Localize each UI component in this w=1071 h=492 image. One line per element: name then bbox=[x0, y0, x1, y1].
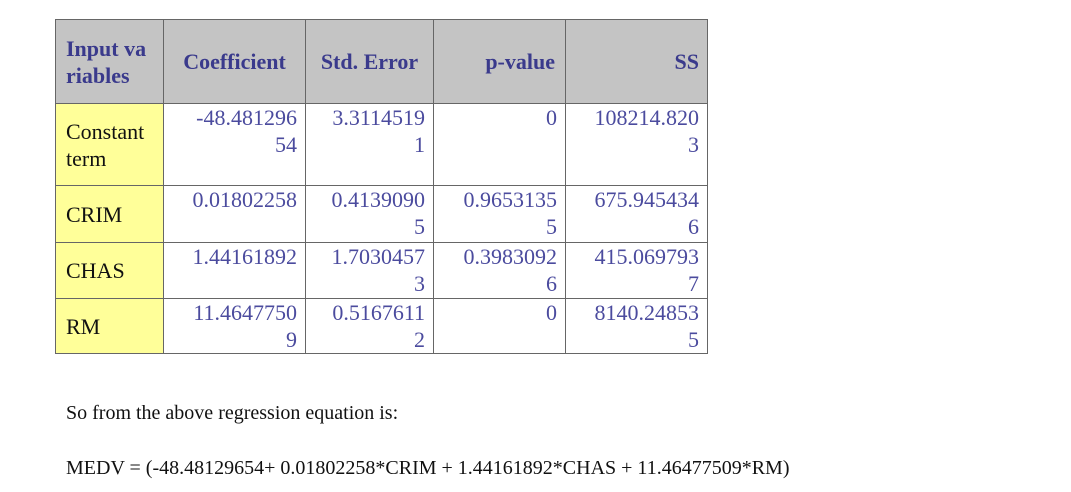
value-cell: 108214.8203 bbox=[565, 103, 708, 186]
table-row: RM 11.46477509 0.51676112 0 8140.248535 bbox=[55, 298, 708, 354]
variable-cell: CHAS bbox=[55, 242, 164, 299]
value-cell: 0.51676112 bbox=[305, 298, 434, 354]
value-cell: 3.31145191 bbox=[305, 103, 434, 186]
value-cell: 0.39830926 bbox=[433, 242, 566, 299]
value-cell: 675.9454346 bbox=[565, 185, 708, 243]
value-cell: 0.01802258 bbox=[163, 185, 306, 243]
header-cell: SS bbox=[565, 19, 708, 104]
value-cell: 0.96531355 bbox=[433, 185, 566, 243]
table-row: CHAS 1.44161892 1.70304573 0.39830926 415.06… bbox=[55, 242, 708, 299]
value-cell: 1.70304573 bbox=[305, 242, 434, 299]
value-cell: 1.44161892 bbox=[163, 242, 306, 299]
header-cell: Input variables bbox=[55, 19, 164, 104]
value-cell: 11.46477509 bbox=[163, 298, 306, 354]
value-cell: 0 bbox=[433, 103, 566, 186]
header-row: Input variables Coefficient Std. Error p-va… bbox=[55, 19, 708, 104]
equation: MEDV = (-48.48129654+ 0.01802258*CRIM + … bbox=[66, 457, 790, 479]
header-cell: p-value bbox=[433, 19, 566, 104]
header-cell: Std. Error bbox=[305, 19, 434, 104]
variable-cell: CRIM bbox=[55, 185, 164, 243]
paragraph: So from the above regression equation is… bbox=[66, 402, 399, 424]
value-cell: 0.41390905 bbox=[305, 185, 434, 243]
regression-table: Input variables Coefficient Std. Error p-va… bbox=[55, 19, 708, 354]
table-body: Constant term -48.48129654 3.31145191 0 1082… bbox=[55, 103, 708, 354]
table-row: Constant term -48.48129654 3.31145191 0 1082… bbox=[55, 103, 708, 186]
header-cell: Coefficient bbox=[163, 19, 306, 104]
variable-cell: Constant term bbox=[55, 103, 164, 186]
value-cell: -48.48129654 bbox=[163, 103, 306, 186]
table-row: CRIM 0.01802258 0.41390905 0.96531355 675.94… bbox=[55, 185, 708, 243]
value-cell: 415.0697937 bbox=[565, 242, 708, 299]
variable-cell: RM bbox=[55, 298, 164, 354]
value-cell: 0 bbox=[433, 298, 566, 354]
value-cell: 8140.248535 bbox=[565, 298, 708, 354]
